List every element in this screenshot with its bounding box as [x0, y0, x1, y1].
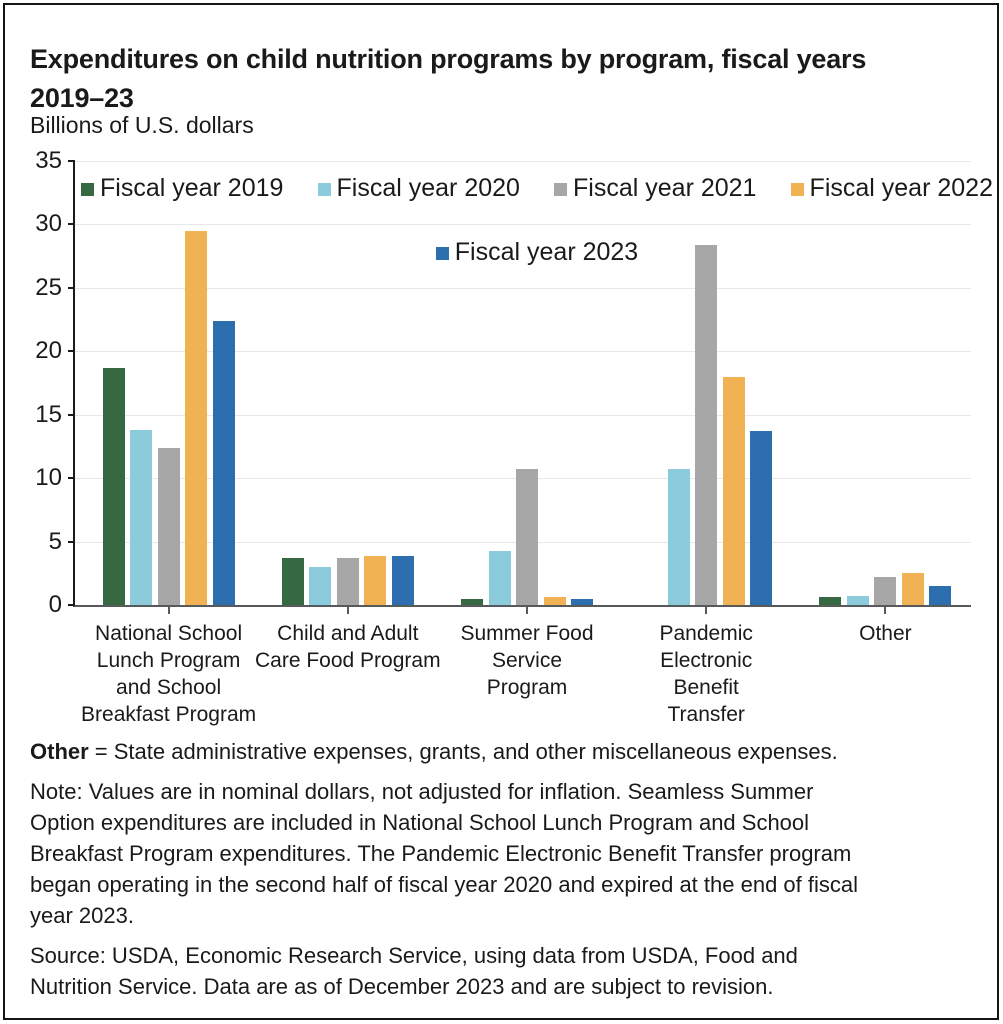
legend-row-1: Fiscal year 2019 Fiscal year 2020 Fiscal y…: [81, 174, 993, 203]
bar-fiscal-year-2021: [157, 447, 180, 605]
gridline: [75, 351, 971, 353]
gridline: [75, 287, 971, 289]
y-axis-tick: [68, 604, 75, 606]
y-axis-tick-label: 5: [48, 527, 62, 555]
bar-fiscal-year-2019: [102, 367, 125, 605]
legend-item: Fiscal year 2019: [81, 174, 283, 203]
other-definition-text: = State administrative expenses, grants,…: [88, 739, 838, 764]
chart-title: Expenditures on child nutrition programs…: [30, 44, 867, 114]
bar-fiscal-year-2022: [543, 597, 566, 605]
x-axis-tick: [526, 607, 528, 614]
bar-fiscal-year-2021: [695, 244, 718, 605]
gridline: [75, 161, 971, 162]
bar-fiscal-year-2022: [901, 573, 924, 605]
bar-fiscal-year-2023: [391, 555, 414, 605]
y-axis-tick: [68, 286, 75, 289]
legend-marker: [317, 182, 331, 196]
plot-area: Fiscal year 2019 Fiscal year 2020 Fiscal y…: [73, 161, 993, 607]
legend-item: Fiscal year 2020: [317, 174, 520, 203]
x-axis-category-label: National School Lunch Program and School…: [81, 622, 257, 726]
bar-fiscal-year-2019: [281, 558, 304, 605]
bar-fiscal-year-2023: [929, 586, 952, 605]
other-definition: Other = State administrative expenses, g…: [30, 736, 980, 767]
bar-fiscal-year-2023: [212, 320, 235, 605]
y-axis-tick-label: 30: [35, 210, 62, 238]
y-axis-tick-label: 20: [35, 337, 62, 365]
x-axis: National School Lunch Program and School…: [0, 607, 1003, 737]
legend-marker: [790, 182, 804, 196]
legend-label: Fiscal year 2019: [100, 174, 284, 202]
gridline: [75, 414, 971, 416]
y-axis-tick-label: 0: [48, 591, 62, 618]
legend-item: Fiscal year 2023: [435, 238, 639, 267]
y-axis-unit-label: Billions of U.S. dollars: [30, 112, 254, 138]
y-axis-tick-label: 15: [35, 400, 62, 428]
legend-item: Fiscal year 2021: [554, 174, 756, 203]
bar-fiscal-year-2023: [750, 431, 773, 605]
legend-label: Fiscal year 2020: [336, 174, 520, 202]
bar-fiscal-year-2022: [364, 555, 387, 605]
legend-label: Fiscal year 2021: [573, 174, 757, 202]
legend-label: Fiscal year 2022: [809, 174, 993, 202]
note-text: Note: Values are in nominal dollars, not…: [30, 779, 859, 928]
legend-marker: [554, 182, 568, 196]
y-axis-tick: [68, 350, 75, 353]
y-axis-tick: [68, 477, 75, 480]
bar-fiscal-year-2021: [874, 577, 897, 605]
legend-marker: [81, 182, 94, 196]
y-axis-tick-label: 10: [35, 464, 62, 492]
y-axis-tick: [68, 160, 75, 162]
bar-group: [102, 161, 235, 605]
x-axis-tick: [884, 607, 887, 614]
other-term: Other: [30, 739, 89, 764]
x-axis-tick: [167, 607, 170, 614]
y-axis-tick: [68, 540, 75, 543]
bar-fiscal-year-2023: [571, 598, 593, 605]
bar-fiscal-year-2022: [185, 230, 208, 605]
x-axis-tick: [705, 607, 708, 614]
bar-fiscal-year-2021: [516, 469, 538, 605]
bar-fiscal-year-2019: [819, 597, 842, 605]
y-axis-tick: [68, 223, 75, 226]
bar-group: [461, 161, 593, 605]
y-axis-tick: [68, 413, 75, 416]
x-axis-category-label: Summer Food Service Program: [460, 622, 594, 699]
bar-fiscal-year-2019: [461, 598, 483, 605]
source-text: Source: USDA, Economic Research Service,…: [30, 943, 798, 999]
y-axis-tick-label: 35: [35, 147, 62, 174]
bar-fiscal-year-2020: [846, 596, 869, 605]
bar-group: [281, 161, 414, 605]
y-axis: 0 5 10 15 20 25 30 35: [0, 147, 75, 618]
legend-item: Fiscal year 2022: [790, 174, 993, 203]
bar-fiscal-year-2020: [667, 469, 690, 605]
bar-fiscal-year-2021: [336, 558, 359, 605]
bar-fiscal-year-2020: [488, 550, 511, 605]
x-axis-category-label: Other: [859, 622, 912, 645]
legend-marker: [435, 246, 449, 260]
footnotes: Other = State administrative expenses, g…: [30, 736, 980, 1011]
bar-fiscal-year-2020: [130, 429, 153, 605]
gridline: [75, 224, 971, 226]
x-axis-tick: [346, 607, 349, 614]
bar-group: [819, 161, 952, 605]
x-axis-category-label: Pandemic Electronic Benefit Transfer: [659, 622, 753, 726]
y-axis-tick-label: 25: [35, 273, 62, 301]
legend-row-2: Fiscal year 2023: [89, 238, 985, 267]
bar-group: [640, 161, 773, 605]
legend-label: Fiscal year 2023: [454, 238, 639, 266]
bar-fiscal-year-2022: [722, 376, 745, 605]
bar-fiscal-year-2020: [309, 566, 332, 605]
x-axis-category-label: Child and Adult Care Food Program: [255, 622, 441, 672]
